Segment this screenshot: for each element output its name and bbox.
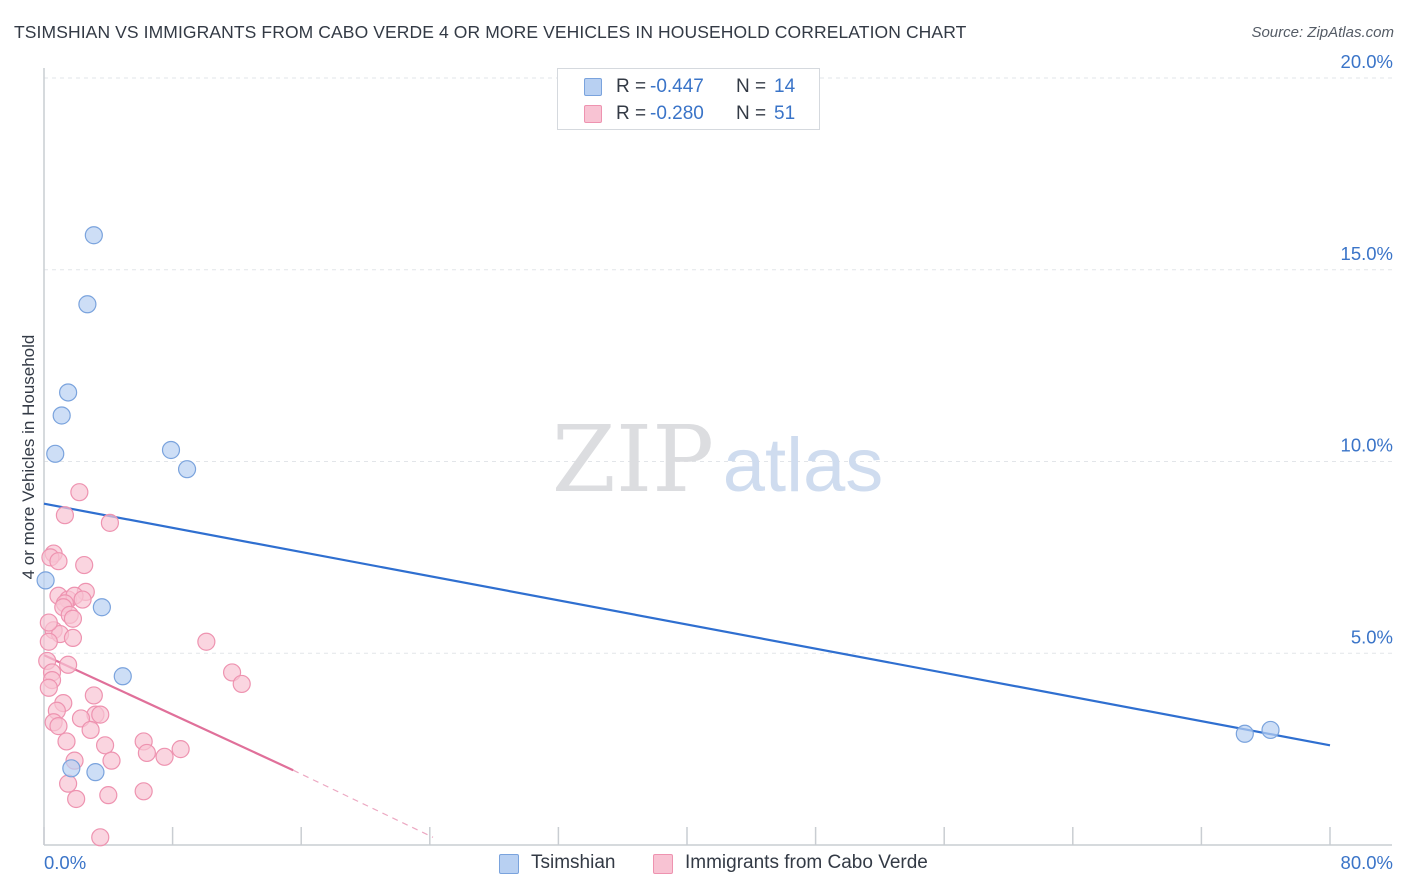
data-point bbox=[46, 444, 65, 463]
data-point bbox=[1235, 724, 1254, 743]
x-tick-label: 0.0% bbox=[44, 852, 86, 873]
trend-line bbox=[43, 654, 294, 772]
legend-n-label: N = bbox=[736, 76, 767, 97]
data-point bbox=[161, 440, 181, 460]
data-point bbox=[171, 740, 190, 759]
y-tick-label: 5.0% bbox=[1351, 626, 1393, 647]
data-point bbox=[49, 552, 68, 571]
series-legend: Tsimshian Immigrants from Cabo Verde bbox=[0, 852, 1406, 878]
legend-r-label: R = bbox=[616, 103, 647, 124]
data-point bbox=[67, 789, 86, 809]
data-point bbox=[91, 705, 110, 724]
data-point bbox=[52, 406, 71, 425]
legend-row-tsimshian: R = -0.447 N = 14 bbox=[558, 76, 819, 100]
data-point bbox=[59, 655, 78, 674]
legend-r-label: R = bbox=[616, 76, 647, 97]
data-point bbox=[39, 678, 58, 697]
chart-title: TSIMSHIAN VS IMMIGRANTS FROM CABO VERDE … bbox=[14, 22, 967, 42]
legend-swatch-pink bbox=[584, 105, 602, 123]
trend-line-extension bbox=[292, 769, 434, 838]
data-point bbox=[49, 717, 68, 736]
y-tick-label: 10.0% bbox=[1341, 435, 1393, 456]
watermark: ZIP atlas bbox=[552, 406, 883, 513]
data-point bbox=[177, 460, 197, 479]
trend-lines bbox=[43, 502, 1331, 838]
grid-lines bbox=[44, 77, 1392, 654]
series-legend-label: Immigrants from Cabo Verde bbox=[685, 852, 928, 873]
legend-n-value: 51 bbox=[774, 103, 796, 124]
legend-row-cabo-verde: R = -0.280 N = 51 bbox=[558, 103, 819, 127]
data-point bbox=[91, 828, 110, 847]
series-legend-label: Tsimshian bbox=[531, 852, 616, 873]
trend-line bbox=[43, 502, 1331, 747]
data-point bbox=[73, 590, 92, 609]
y-tick-label: 20.0% bbox=[1341, 51, 1393, 72]
legend-r-value: -0.280 bbox=[650, 103, 704, 124]
tick-labels: 5.0% 10.0% 15.0% 20.0% 0.0% 80.0% bbox=[44, 51, 1393, 873]
data-point bbox=[197, 632, 216, 651]
data-point bbox=[75, 555, 94, 575]
data-point bbox=[57, 732, 76, 751]
data-point bbox=[84, 226, 103, 245]
data-point bbox=[155, 747, 174, 766]
legend-n-value: 14 bbox=[774, 76, 796, 97]
data-point bbox=[63, 628, 83, 648]
legend-n-label: N = bbox=[736, 103, 767, 124]
correlation-legend: R = -0.447 N = 14 R = -0.280 N = 51 bbox=[557, 68, 820, 130]
data-point bbox=[39, 632, 58, 651]
data-point bbox=[59, 383, 78, 402]
watermark-zip: ZIP bbox=[552, 406, 714, 513]
data-point bbox=[36, 571, 55, 590]
legend-swatch-blue bbox=[584, 78, 602, 96]
data-point bbox=[134, 782, 153, 801]
data-point bbox=[81, 720, 100, 740]
data-point bbox=[99, 786, 118, 805]
legend-swatch-blue bbox=[499, 854, 519, 874]
data-point bbox=[113, 667, 132, 686]
data-point bbox=[59, 774, 78, 793]
data-point bbox=[70, 483, 89, 502]
data-point bbox=[84, 686, 103, 705]
data-point bbox=[55, 506, 74, 525]
data-points bbox=[36, 226, 1280, 847]
legend-swatch-pink bbox=[653, 854, 673, 874]
data-point bbox=[39, 613, 58, 632]
data-point bbox=[63, 609, 83, 628]
axes bbox=[43, 68, 1392, 846]
source-credit: Source: ZipAtlas.com bbox=[1251, 24, 1394, 41]
data-point bbox=[86, 763, 105, 782]
data-point bbox=[232, 674, 251, 694]
legend-r-value: -0.447 bbox=[650, 76, 704, 97]
x-tick-label: 80.0% bbox=[1341, 852, 1393, 873]
data-point bbox=[95, 736, 115, 755]
data-point bbox=[1261, 720, 1280, 740]
data-point bbox=[92, 598, 111, 617]
data-point bbox=[100, 513, 120, 532]
watermark-atlas: atlas bbox=[723, 423, 884, 508]
data-point bbox=[102, 751, 121, 770]
data-point bbox=[62, 759, 81, 778]
data-point bbox=[137, 743, 156, 763]
y-tick-label: 15.0% bbox=[1341, 243, 1393, 264]
data-point bbox=[78, 295, 97, 314]
